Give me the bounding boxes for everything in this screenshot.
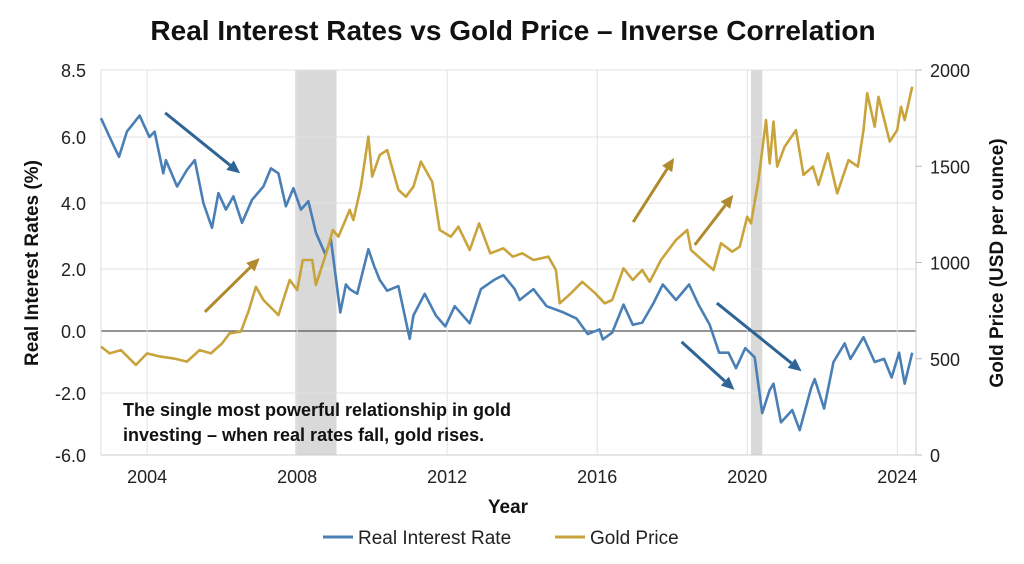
trend-arrow	[715, 301, 793, 365]
y-left-tick-label: -2.0	[55, 384, 86, 404]
x-tick-label: 2012	[427, 467, 467, 487]
y-left-tick-label: -6.0	[55, 446, 86, 466]
series-line-real-interest-rate	[99, 114, 914, 432]
y-right-tick-label: 2000	[930, 61, 970, 81]
trend-arrow-head	[787, 358, 802, 372]
trend-arrow	[693, 204, 727, 246]
trend-arrow	[164, 111, 231, 167]
legend: Real Interest Rate Gold Price	[323, 528, 679, 549]
x-tick-label: 2008	[277, 467, 317, 487]
x-tick-label: 2004	[127, 467, 167, 487]
y-right-tick-label: 500	[930, 350, 960, 370]
trend-arrow-head	[720, 376, 735, 390]
y-left-tick-label: 6.0	[61, 128, 86, 148]
x-axis-label: Year	[488, 497, 529, 518]
trend-arrow-head	[662, 157, 675, 173]
x-tick-label: 2016	[577, 467, 617, 487]
legend-label-rate: Real Interest Rate	[358, 528, 511, 549]
y-right-tick-label: 0	[930, 446, 940, 466]
trend-arrow	[680, 340, 726, 383]
x-tick-label: 2020	[727, 467, 767, 487]
x-tick-label: 2024	[877, 467, 917, 487]
annotation-line-2: investing – when real rates fall, gold r…	[123, 425, 484, 445]
chart-title: Real Interest Rates vs Gold Price – Inve…	[150, 15, 875, 46]
series-line-gold-price	[100, 86, 914, 367]
trend-arrow-head	[720, 194, 734, 209]
y-axis-left-label: Real Interest Rates (%)	[22, 160, 43, 366]
trend-arrow-head	[246, 258, 260, 272]
y-right-tick-label: 1500	[930, 157, 970, 177]
legend-label-gold: Gold Price	[590, 528, 679, 549]
annotation-line-1: The single most powerful relationship in…	[123, 400, 511, 420]
y-left-tick-label: 2.0	[61, 260, 86, 280]
y-left-tick-label: 0.0	[61, 322, 86, 342]
y-axis-right-label: Gold Price (USD per ounce)	[987, 138, 1008, 387]
y-right-tick-label: 1000	[930, 254, 970, 274]
trend-arrow	[631, 168, 669, 223]
shaded-period	[750, 70, 763, 455]
trend-arrow	[203, 266, 252, 314]
trend-arrow-head	[226, 160, 241, 174]
y-left-tick-label: 8.5	[61, 61, 86, 81]
y-left-tick-label: 4.0	[61, 194, 86, 214]
